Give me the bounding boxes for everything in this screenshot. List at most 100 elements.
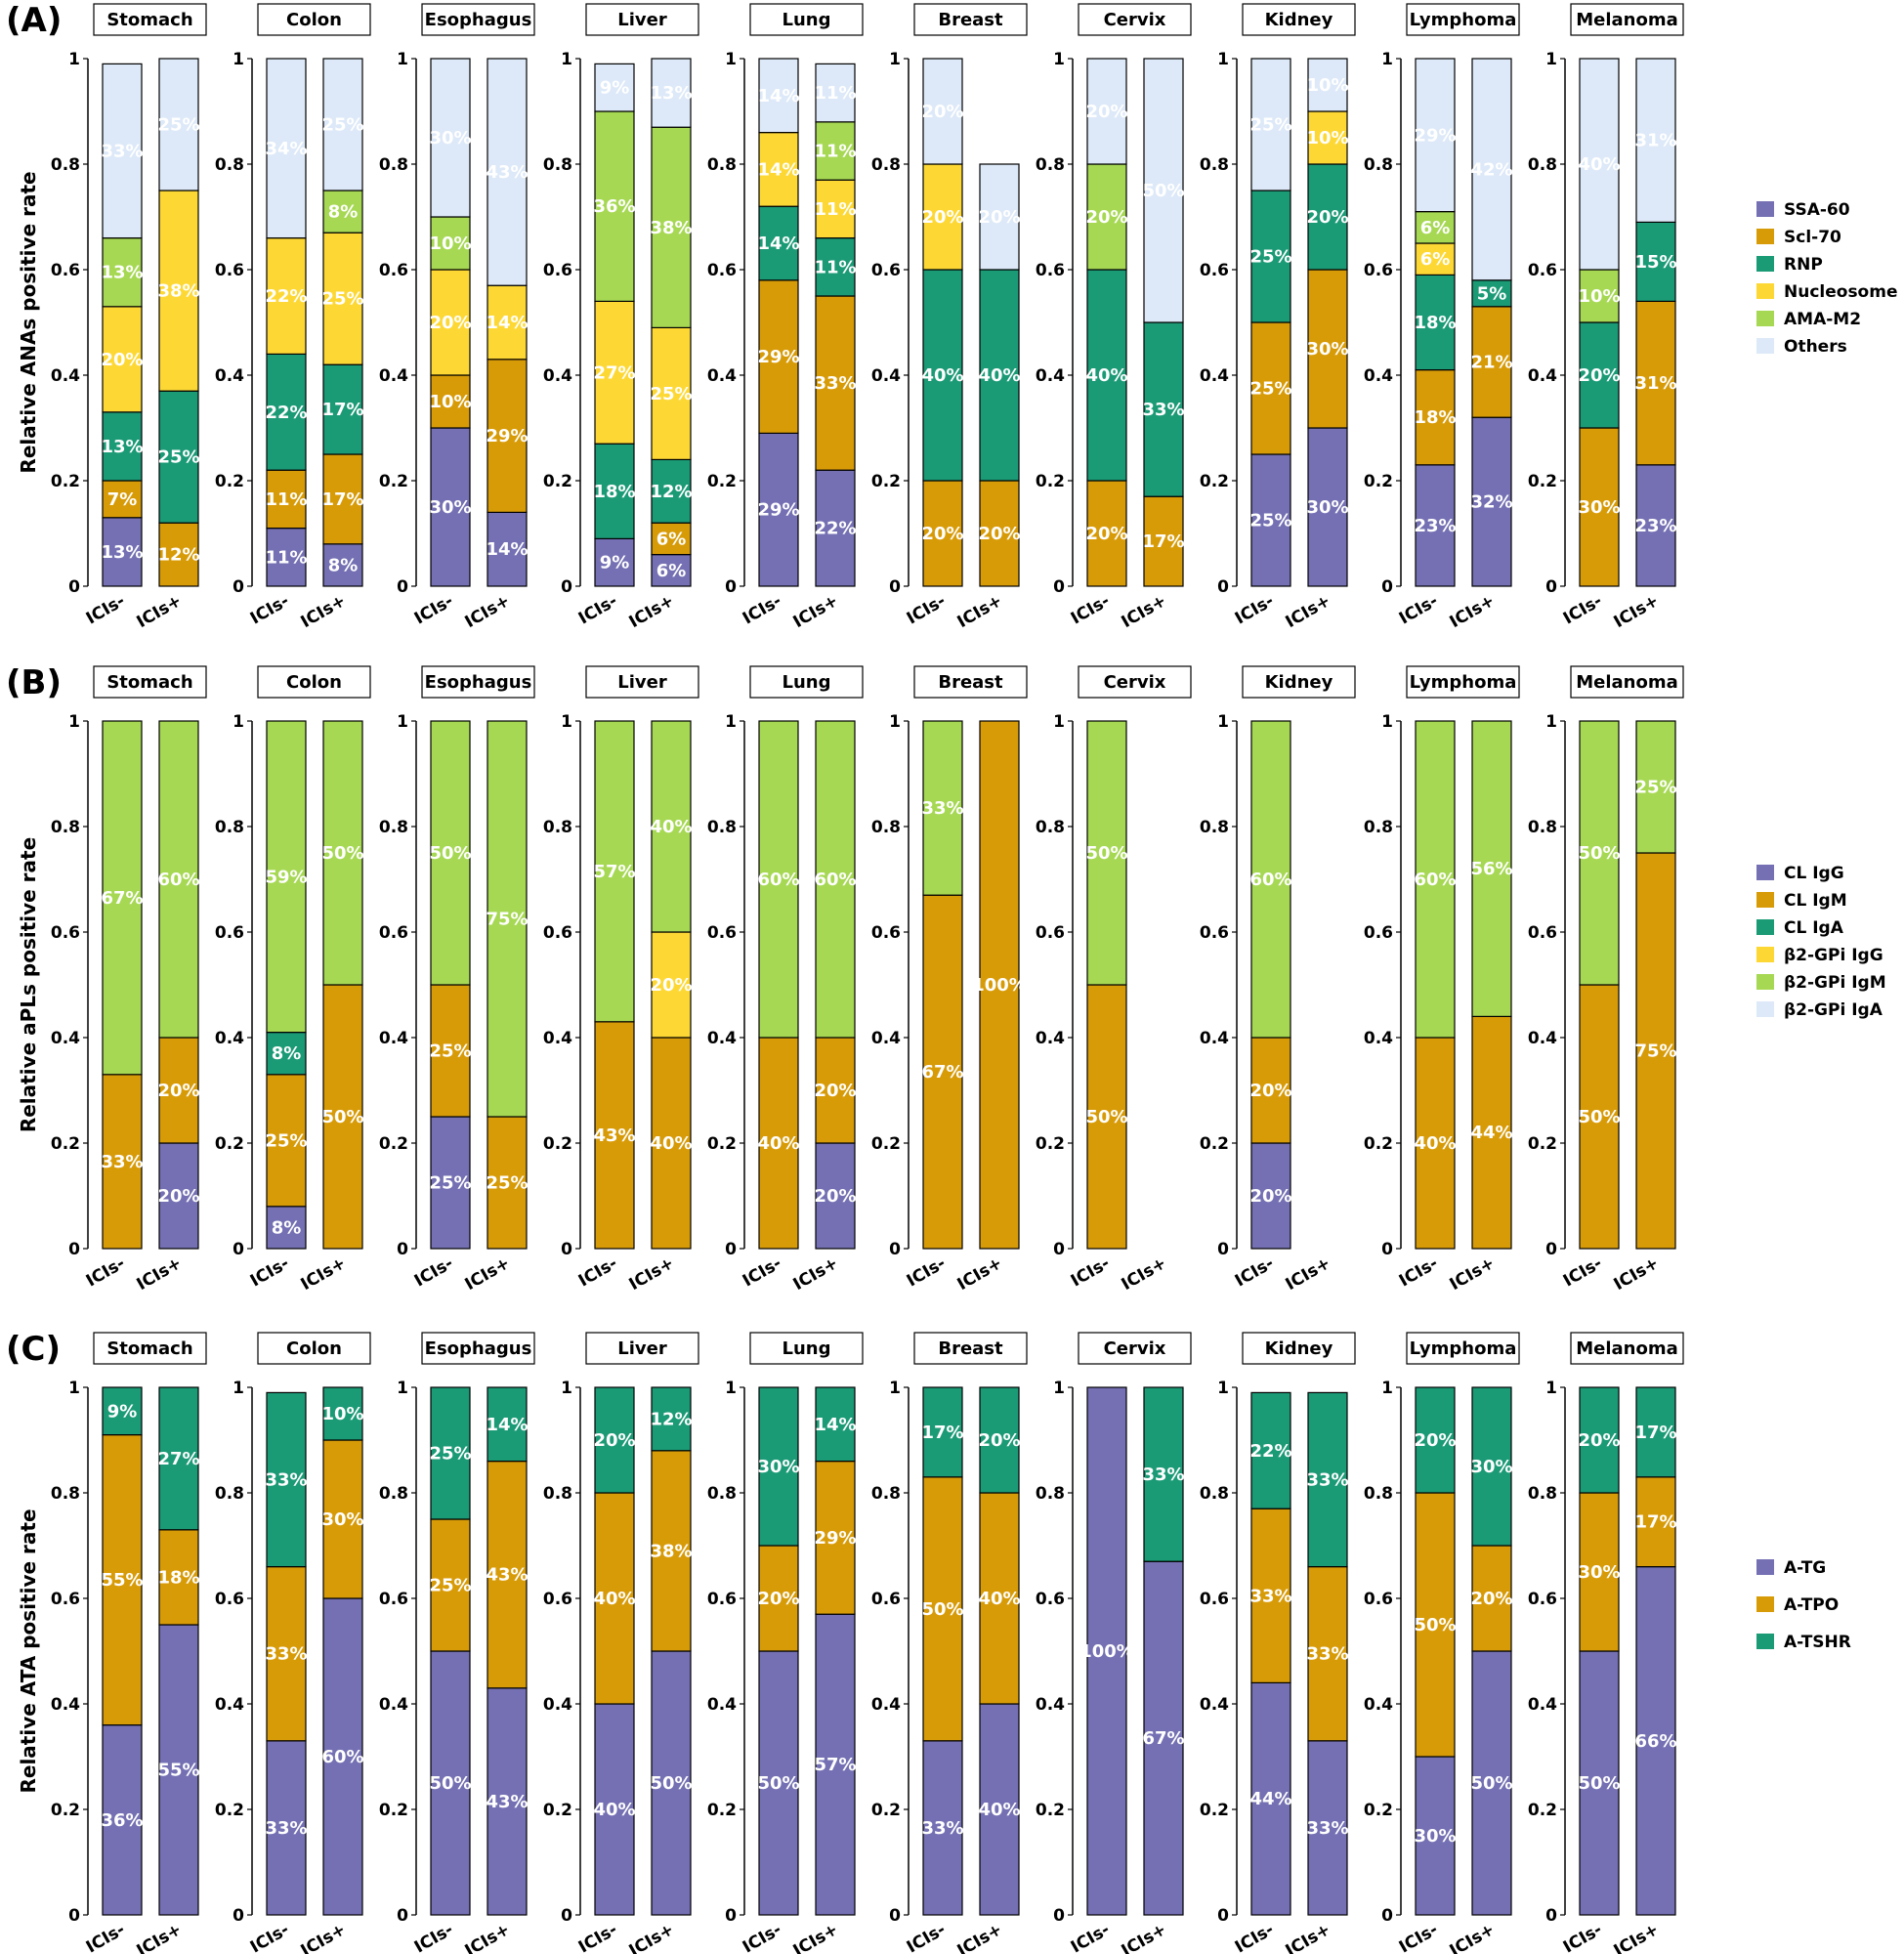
facet-melanoma: Melanoma 0 0.2 0.4 0.6 0.8 1 50% 50% ICIs- 75% 25% I…: [1528, 665, 1684, 1295]
legend-swatch: [1756, 974, 1774, 990]
bar-segment: [1579, 984, 1620, 1250]
facet-title: Kidney: [1265, 10, 1333, 30]
x-category-label: ICIs-: [1232, 1253, 1278, 1291]
y-tick-label: 0.4: [215, 366, 244, 386]
y-tick-label: 0.4: [707, 1695, 737, 1715]
bar-segment: [430, 427, 471, 587]
bar-segment: [158, 58, 199, 191]
x-category-label: ICIs+: [462, 1253, 514, 1295]
y-tick-label: 0: [397, 1906, 408, 1926]
y-tick-label: 0.4: [379, 1695, 408, 1715]
y-tick-label: 0.2: [1528, 472, 1557, 491]
x-category-label: ICIs+: [790, 1253, 842, 1295]
facet-title-box: [1406, 665, 1520, 699]
bar-segment: [651, 126, 692, 328]
y-tick-label: 1: [1545, 1379, 1557, 1398]
y-tick-label: 0.8: [543, 155, 572, 175]
x-category-label: ICIs-: [1560, 1253, 1606, 1291]
bar-segment: [651, 1037, 692, 1250]
bar-segment: [815, 1037, 856, 1144]
x-category-label: ICIs-: [83, 591, 129, 628]
y-tick-label: 0.6: [215, 1590, 244, 1609]
x-category-label: ICIs-: [247, 1253, 293, 1291]
segment-label: 33%: [265, 1644, 307, 1665]
y-tick-label: 0.6: [707, 923, 737, 943]
bar-segment: [322, 363, 363, 455]
x-category-label: ICIs+: [1119, 1253, 1170, 1295]
panel-0: (A) Relative ANAs positive rate Stomach 0 0.…: [6, 1, 1898, 632]
segment-label: 10%: [321, 1404, 363, 1424]
y-tick-label: 0: [725, 577, 737, 597]
y-tick-label: 0.2: [1528, 1134, 1557, 1154]
y-tick-label: 0.8: [1200, 818, 1229, 837]
bar-segment: [1415, 274, 1456, 371]
segment-label: 42%: [1470, 159, 1512, 180]
bar-segment: [1086, 58, 1127, 165]
segment-label: 50%: [757, 1773, 799, 1794]
segment-label: 6%: [656, 561, 687, 581]
bar-segment: [594, 300, 635, 445]
bar-segment: [1471, 1650, 1512, 1916]
x-category-label: ICIs+: [790, 1920, 842, 1954]
bar-segment: [1471, 1015, 1512, 1250]
segment-label: 29%: [814, 1528, 856, 1549]
y-tick-label: 0: [1545, 1906, 1557, 1926]
bar-segment: [651, 553, 692, 587]
facet-cervix: Cervix 0 0.2 0.4 0.6 0.8 1 50% 50% ICIs- ICIs+: [1036, 665, 1192, 1295]
facet-title-box: [749, 665, 864, 699]
segment-label: 20%: [429, 313, 471, 333]
legend-entry: A-TSHR: [1784, 1633, 1851, 1652]
bar-segment: [1635, 221, 1676, 302]
y-axis-label: Relative ATA positive rate: [17, 1508, 40, 1793]
facet-title-box: [913, 1332, 1028, 1365]
segment-label: 25%: [650, 384, 692, 404]
segment-label: 25%: [321, 115, 363, 136]
y-tick-label: 1: [1381, 1379, 1393, 1398]
bar-segment: [1250, 1391, 1291, 1509]
legend-swatch: [1756, 919, 1774, 935]
segment-label: 11%: [814, 199, 856, 220]
y-tick-label: 0: [68, 1906, 80, 1926]
bar-segment: [102, 1433, 143, 1726]
segment-label: 14%: [486, 539, 528, 560]
x-category-label: ICIs+: [1283, 1920, 1334, 1954]
facet-stomach: Stomach 0 0.2 0.4 0.6 0.8 1 33% 67% ICIs- 20% 20% 60…: [51, 665, 207, 1295]
x-category-label: ICIs+: [462, 591, 514, 632]
facet-cervix: Cervix 0 0.2 0.4 0.6 0.8 1 100% ICIs- 67% 33% ICIs+: [1036, 1332, 1192, 1954]
x-category-label: ICIs-: [904, 591, 950, 628]
y-tick-label: 0.8: [215, 155, 244, 175]
segment-label: 7%: [107, 489, 138, 510]
y-tick-label: 0: [889, 577, 901, 597]
y-tick-label: 0.8: [871, 155, 901, 175]
bar-segment: [158, 522, 199, 587]
y-tick-label: 0.4: [1200, 366, 1229, 386]
segment-label: 56%: [1470, 859, 1512, 879]
y-tick-label: 0.8: [707, 1484, 737, 1504]
facet-title-box: [1570, 665, 1684, 699]
bar-segment: [266, 1206, 307, 1250]
facet-title: Breast: [938, 672, 1003, 693]
segment-label: 25%: [429, 1444, 471, 1465]
legend-swatch: [1756, 283, 1774, 299]
segment-label: 33%: [1306, 1470, 1348, 1491]
x-category-label: ICIs+: [1611, 1920, 1663, 1954]
y-tick-label: 0: [1545, 1240, 1557, 1259]
segment-label: 30%: [1578, 497, 1620, 518]
legend: SSA-60 Scl-70 RNP Nucleosome AMA-M2 Others: [1756, 200, 1898, 357]
bar-segment: [922, 1740, 963, 1916]
y-tick-label: 1: [397, 1379, 408, 1398]
y-tick-label: 0.6: [1036, 1590, 1065, 1609]
bar-segment: [158, 190, 199, 392]
segment-label: 50%: [1578, 1773, 1620, 1794]
facet-title-box: [257, 3, 371, 36]
segment-label: 27%: [157, 1449, 199, 1469]
segment-label: 17%: [321, 489, 363, 510]
segment-label: 12%: [650, 482, 692, 502]
segment-label: 60%: [814, 870, 856, 890]
facet-title-box: [421, 1332, 535, 1365]
facet-title-box: [1406, 3, 1520, 36]
segment-label: 20%: [101, 350, 143, 370]
legend-swatch: [1756, 311, 1774, 326]
segment-label: 33%: [1306, 1818, 1348, 1839]
